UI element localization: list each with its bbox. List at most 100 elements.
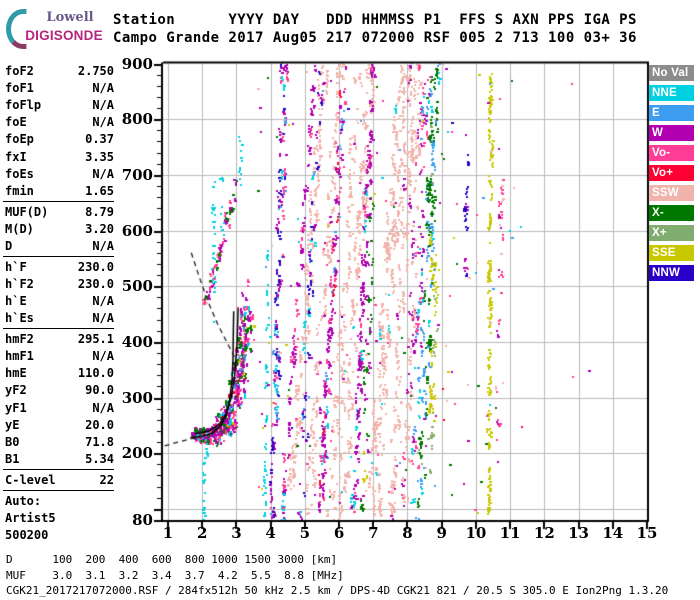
param-row-mufd: MUF(D) 8.79: [5, 203, 114, 220]
param-value: 230.0: [77, 259, 114, 274]
x-axis-tick-label: 3: [231, 524, 242, 542]
param-row-yf1: yF1 N/A: [5, 399, 114, 416]
param-row-b0: B0 71.8: [5, 433, 114, 450]
legend-item-x+: X+: [649, 225, 694, 241]
logo-arc-icon: [6, 9, 27, 49]
param-row-fxi: fxI 3.35: [5, 148, 114, 165]
param-label: hmF1: [5, 349, 34, 364]
param-value: 2.750: [77, 63, 114, 78]
param-label: hmF2: [5, 331, 34, 346]
param-value: 71.8: [85, 435, 114, 450]
param-label: foF1: [5, 80, 34, 95]
param-row-hf2: h`F2 230.0: [5, 275, 114, 292]
separator: [3, 255, 114, 257]
param-label: fxI: [5, 149, 27, 164]
direction-color-legend: No Val NNE E W Vo- Vo+ SSW X- X+ SSE NNW: [649, 65, 694, 285]
autoscaling-info-row: 500200: [5, 527, 49, 542]
x-axis-tick-label: 1: [162, 524, 174, 542]
parameter-panel: foF2 2.750 foF1 N/A foFlp N/A foE N/A foEp 0.37 fx…: [3, 62, 114, 544]
param-label: B1: [5, 452, 20, 467]
param-label: hmE: [5, 366, 27, 381]
y-axis-tick-label: 700: [121, 165, 153, 184]
x-axis-tick-label: 15: [636, 524, 658, 542]
station-header-values: Campo Grande 2017 Aug05 217 072000 RSF 0…: [113, 30, 637, 46]
y-axis-tick-label: 400: [121, 332, 153, 351]
param-label: foEp: [5, 132, 34, 147]
param-row-clevel: C-level 22: [5, 471, 114, 488]
legend-item-ssw: SSW: [649, 185, 694, 201]
param-row-fof2: foF2 2.750: [5, 62, 114, 79]
station-header-labels: Station YYYY DAY DDD HHMMSS P1 FFS S AXN…: [113, 12, 637, 28]
param-label: fmin: [5, 183, 34, 198]
param-label: foE: [5, 115, 27, 130]
legend-item-noval: No Val: [649, 65, 694, 81]
param-row-fmin: fmin 1.65: [5, 182, 114, 199]
distance-scale-row: D 100 200 400 600 800 1000 1500 3000 [km…: [6, 553, 338, 566]
autoscaling-info-row: Auto:: [5, 493, 42, 508]
param-value: N/A: [92, 166, 114, 181]
separator: [3, 489, 114, 491]
param-label: h`F: [5, 259, 27, 274]
y-axis-tick-label: 800: [121, 110, 153, 129]
param-row-ye: yE 20.0: [5, 416, 114, 433]
param-value: N/A: [92, 80, 114, 95]
param-label: h`E: [5, 294, 27, 309]
separator: [3, 200, 114, 202]
x-axis-tick-label: 10: [465, 524, 487, 542]
param-value: N/A: [92, 115, 114, 130]
legend-item-e: E: [649, 105, 694, 121]
param-row-foflp: foFlp N/A: [5, 96, 114, 113]
y-axis-tick-label: 200: [121, 444, 153, 463]
param-value: 90.0: [85, 383, 114, 398]
param-label: foF2: [5, 63, 34, 78]
x-axis-tick-label: 5: [299, 524, 311, 542]
param-value: 0.37: [85, 132, 114, 147]
x-axis-tick-label: 7: [368, 524, 379, 542]
param-row-hme: hmE 110.0: [5, 365, 114, 382]
param-value: 1.65: [85, 183, 114, 198]
param-label: MUF(D): [5, 204, 49, 219]
x-axis-tick-label: 8: [402, 524, 413, 542]
param-value: 230.0: [77, 276, 114, 291]
param-label: foEs: [5, 166, 34, 181]
param-value: N/A: [92, 238, 114, 253]
param-value: N/A: [92, 349, 114, 364]
param-row-hmf1: hmF1 N/A: [5, 348, 114, 365]
param-row-fof1: foF1 N/A: [5, 79, 114, 96]
station-header: Station YYYY DAY DDD HHMMSS P1 FFS S AXN…: [113, 11, 637, 47]
legend-item-nnw: NNW: [649, 265, 694, 281]
param-row-hmf2: hmF2 295.1: [5, 330, 114, 347]
param-value: 5.34: [85, 452, 114, 467]
param-label: D: [5, 238, 13, 253]
legend-item-nne: NNE: [649, 85, 694, 101]
param-row-yf2: yF2 90.0: [5, 382, 114, 399]
legend-item-x-: X-: [649, 205, 694, 221]
footer-scale: D 100 200 400 600 800 1000 1500 3000 [km…: [6, 552, 668, 599]
param-value: N/A: [92, 97, 114, 112]
param-row-foe: foE N/A: [5, 114, 114, 131]
muf-scale-row: MUF 3.0 3.1 3.2 3.4 3.7 4.2 5.5 8.8 [MHz…: [6, 568, 344, 582]
y-axis-tick-label: 500: [121, 277, 153, 296]
param-value: N/A: [92, 400, 114, 415]
legend-item-vo-: Vo-: [649, 145, 694, 161]
autoscaling-info-row: Artist5: [5, 510, 56, 525]
param-label: B0: [5, 435, 20, 450]
param-row-d: D N/A: [5, 237, 114, 254]
param-value: N/A: [92, 311, 114, 326]
y-axis-tick-label: 900: [121, 54, 153, 73]
param-row-hes: h`Es N/A: [5, 310, 114, 327]
param-row-hf: h`F 230.0: [5, 258, 114, 275]
legend-item-sse: SSE: [649, 245, 694, 261]
x-axis-tick-label: 11: [499, 524, 521, 542]
param-value: 20.0: [85, 417, 114, 432]
param-label: foFlp: [5, 97, 42, 112]
x-axis-tick-label: 12: [533, 524, 555, 542]
param-value: 3.35: [85, 149, 114, 164]
x-axis-tick-label: 2: [196, 524, 208, 542]
logo-digisonde: DIGISONDE: [25, 28, 103, 43]
file-info-row: CGK21_2017217072000.RSF / 284fx512h 50 k…: [6, 584, 669, 597]
x-axis-tick-label: 4: [265, 524, 276, 542]
legend-item-w: W: [649, 125, 694, 141]
param-row-b1: B1 5.34: [5, 451, 114, 468]
param-label: M(D): [5, 221, 34, 236]
